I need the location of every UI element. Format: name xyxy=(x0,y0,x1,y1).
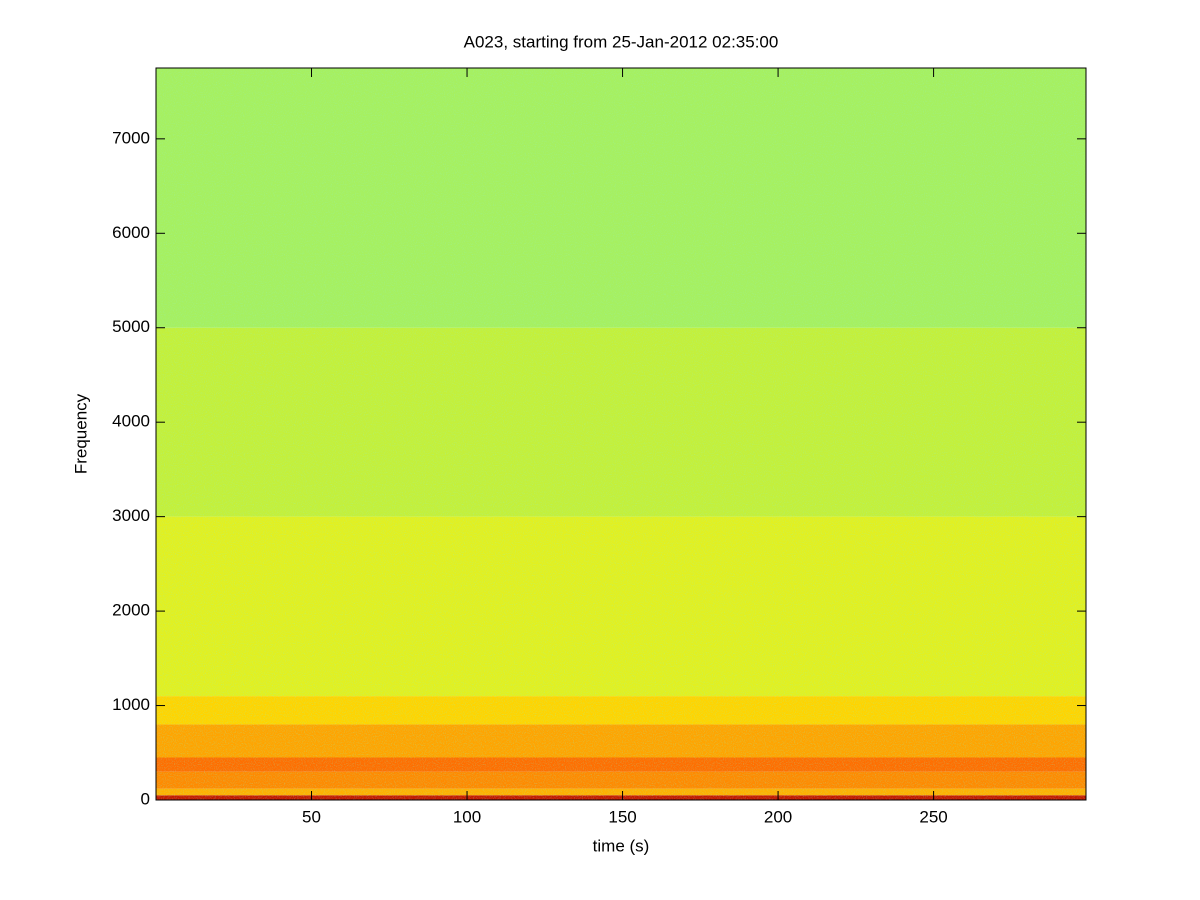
y-tick-label: 3000 xyxy=(112,506,150,525)
y-tick-label: 0 xyxy=(141,789,150,808)
x-tick-label: 250 xyxy=(919,807,947,826)
y-tick-label: 1000 xyxy=(112,695,150,714)
x-tick-label: 100 xyxy=(453,807,481,826)
y-tick-label: 5000 xyxy=(112,317,150,336)
texture xyxy=(156,68,1086,800)
y-axis-label: Frequency xyxy=(71,393,90,474)
plot-frame xyxy=(155,67,1087,801)
y-tick-label: 6000 xyxy=(112,223,150,242)
x-axis-label: time (s) xyxy=(593,836,650,855)
y-tick-label: 2000 xyxy=(112,601,150,620)
x-tick-label: 150 xyxy=(608,807,636,826)
y-tick-label: 4000 xyxy=(112,412,150,431)
y-tick-label: 7000 xyxy=(112,128,150,147)
x-tick-label: 50 xyxy=(302,807,321,826)
chart-title: A023, starting from 25-Jan-2012 02:35:00 xyxy=(464,32,779,51)
x-tick-label: 200 xyxy=(764,807,792,826)
